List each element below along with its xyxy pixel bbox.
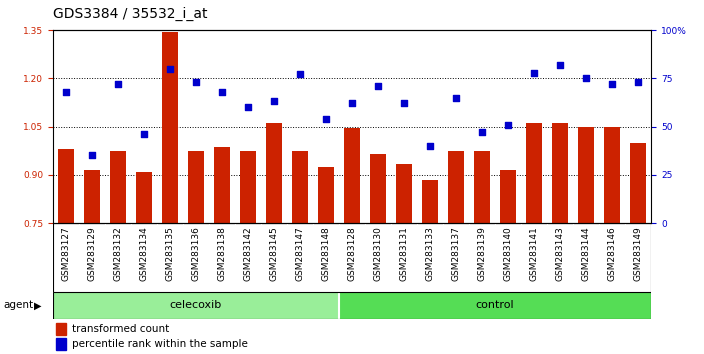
Bar xyxy=(344,128,360,223)
Bar xyxy=(318,167,334,223)
Text: GSM283134: GSM283134 xyxy=(139,227,149,281)
Point xyxy=(529,70,540,75)
Point xyxy=(112,81,123,87)
Bar xyxy=(292,151,308,223)
Text: GSM283141: GSM283141 xyxy=(529,227,539,281)
Bar xyxy=(214,148,230,223)
Bar xyxy=(630,143,646,223)
Bar xyxy=(53,292,339,319)
Bar xyxy=(58,149,74,223)
Text: GSM283139: GSM283139 xyxy=(477,227,486,281)
Text: GSM283143: GSM283143 xyxy=(555,227,565,281)
Text: GSM283131: GSM283131 xyxy=(400,227,408,281)
Bar xyxy=(56,338,66,350)
Text: GSM283135: GSM283135 xyxy=(165,227,175,281)
Bar xyxy=(448,151,464,223)
Text: GSM283132: GSM283132 xyxy=(113,227,122,281)
Point xyxy=(294,72,306,77)
Text: GSM283133: GSM283133 xyxy=(425,227,434,281)
Text: GSM283136: GSM283136 xyxy=(191,227,201,281)
Bar xyxy=(339,292,651,319)
Text: agent: agent xyxy=(4,300,34,310)
Bar xyxy=(53,223,651,292)
Point xyxy=(477,130,488,135)
Text: GSM283140: GSM283140 xyxy=(503,227,513,281)
Point xyxy=(346,101,358,106)
Point xyxy=(425,143,436,149)
Bar xyxy=(604,127,620,223)
Text: GSM283148: GSM283148 xyxy=(322,227,330,281)
Bar xyxy=(84,170,100,223)
Point xyxy=(242,104,253,110)
Point xyxy=(268,99,279,104)
Bar xyxy=(527,123,542,223)
Bar xyxy=(474,151,490,223)
Bar xyxy=(579,127,594,223)
Text: GSM283129: GSM283129 xyxy=(87,227,96,281)
Point xyxy=(581,75,592,81)
Point xyxy=(503,122,514,127)
Bar xyxy=(53,292,651,319)
Bar xyxy=(56,322,66,335)
Bar xyxy=(240,151,256,223)
Point xyxy=(164,66,175,72)
Text: GSM283127: GSM283127 xyxy=(61,227,70,281)
Text: ▶: ▶ xyxy=(34,300,42,310)
Point xyxy=(555,62,566,68)
Point xyxy=(60,89,71,95)
Text: GSM283149: GSM283149 xyxy=(634,227,643,281)
Point xyxy=(633,79,644,85)
Text: GSM283146: GSM283146 xyxy=(608,227,617,281)
Text: GSM283130: GSM283130 xyxy=(374,227,382,281)
Bar xyxy=(370,154,386,223)
Text: transformed count: transformed count xyxy=(73,324,170,334)
Text: GSM283145: GSM283145 xyxy=(270,227,279,281)
Point xyxy=(190,79,201,85)
Text: percentile rank within the sample: percentile rank within the sample xyxy=(73,339,248,349)
Point xyxy=(607,81,618,87)
Text: control: control xyxy=(476,300,515,310)
Point xyxy=(320,116,332,122)
Text: GSM283147: GSM283147 xyxy=(296,227,304,281)
Bar xyxy=(553,123,568,223)
Text: GSM283137: GSM283137 xyxy=(451,227,460,281)
Text: GDS3384 / 35532_i_at: GDS3384 / 35532_i_at xyxy=(53,7,207,21)
Point xyxy=(372,83,384,89)
Bar xyxy=(110,151,125,223)
Point xyxy=(138,131,149,137)
Text: GSM283142: GSM283142 xyxy=(244,227,253,281)
Bar xyxy=(422,179,438,223)
Bar xyxy=(162,32,177,223)
Bar xyxy=(266,123,282,223)
Bar xyxy=(501,170,516,223)
Text: GSM283144: GSM283144 xyxy=(582,227,591,281)
Point xyxy=(86,153,97,158)
Text: GSM283128: GSM283128 xyxy=(348,227,356,281)
Text: GSM283138: GSM283138 xyxy=(218,227,227,281)
Bar xyxy=(396,164,412,223)
Point xyxy=(216,89,227,95)
Point xyxy=(451,95,462,101)
Bar xyxy=(136,172,151,223)
Point xyxy=(398,101,410,106)
Bar xyxy=(188,151,203,223)
Text: celecoxib: celecoxib xyxy=(170,300,222,310)
